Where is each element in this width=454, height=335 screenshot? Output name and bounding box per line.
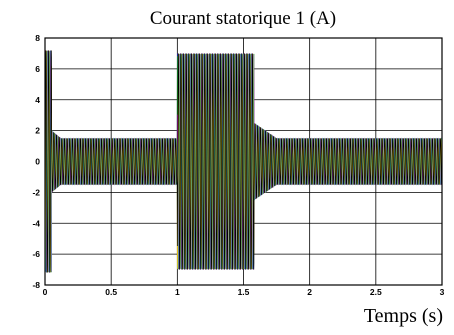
y-tick-label: 4 bbox=[35, 95, 40, 105]
signal-trace bbox=[45, 50, 442, 273]
signal-trace bbox=[45, 50, 442, 273]
x-axis-label: Temps (s) bbox=[364, 305, 443, 327]
signal-trace bbox=[45, 51, 442, 272]
plot-frame bbox=[44, 37, 443, 286]
x-axis-ticks: 0 0.5 1 1.5 2 2.5 3 bbox=[43, 287, 445, 297]
x-tick-label: 3 bbox=[440, 287, 445, 297]
x-tick-label: 1.5 bbox=[238, 287, 250, 297]
y-tick-label: 2 bbox=[35, 126, 40, 136]
x-tick-label: 2.5 bbox=[370, 287, 382, 297]
x-tick-label: 2 bbox=[307, 287, 312, 297]
y-tick-label: 0 bbox=[35, 157, 40, 167]
x-tick-label: 0 bbox=[43, 287, 48, 297]
signal-traces bbox=[45, 50, 442, 273]
chart-title: Courant statorique 1 (A) bbox=[150, 8, 336, 29]
x-tick-label: 1 bbox=[175, 287, 180, 297]
y-tick-label: -2 bbox=[32, 187, 40, 197]
y-tick-label: -4 bbox=[32, 218, 40, 228]
y-tick-label: 6 bbox=[35, 64, 40, 74]
y-tick-label: -6 bbox=[32, 249, 40, 259]
y-tick-label: -8 bbox=[32, 280, 40, 290]
y-axis-ticks: 8 6 4 2 0 -2 -4 -6 -8 bbox=[32, 33, 40, 290]
y-tick-label: 8 bbox=[35, 33, 40, 43]
x-tick-label: 0.5 bbox=[105, 287, 117, 297]
